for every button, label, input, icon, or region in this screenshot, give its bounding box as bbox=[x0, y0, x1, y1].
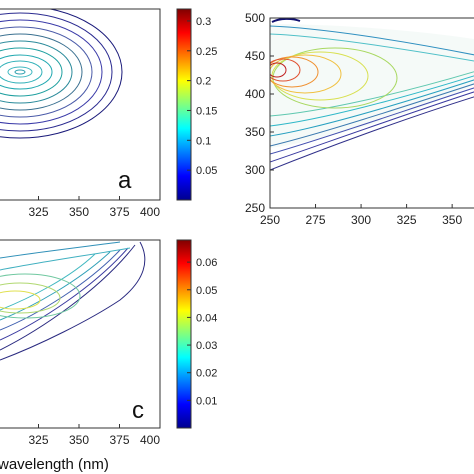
panel-b-x-tick-label: 350 bbox=[442, 213, 462, 227]
colorbar-bottom-tick-label: 0.05 bbox=[196, 285, 217, 297]
colorbar-top-gradient bbox=[176, 8, 192, 201]
panel-c-x-label: wavelength (nm) bbox=[0, 456, 109, 473]
colorbar-top-tick-label: 0.1 bbox=[196, 135, 211, 147]
colorbar-bottom-ticks: 0.06 0.05 0.04 0.03 0.02 0.01 bbox=[187, 257, 217, 407]
colorbar-bottom-tick-label: 0.01 bbox=[196, 395, 217, 407]
panel-b-contours bbox=[270, 18, 474, 171]
colorbar-bottom-tick-label: 0.04 bbox=[196, 312, 217, 324]
colorbar-bottom-tick-label: 0.06 bbox=[196, 257, 217, 269]
colorbar-bottom-gradient bbox=[176, 239, 192, 429]
panel-c-x-tick-label: 325 bbox=[28, 433, 48, 447]
panel-b-y-tick-label: 450 bbox=[245, 49, 265, 63]
panel-b-x-tick-label: 250 bbox=[260, 213, 280, 227]
colorbar-bottom-tick-label: 0.03 bbox=[196, 340, 217, 352]
panel-a-x-tick-label: 325 bbox=[28, 205, 48, 219]
panel-a-axes-box bbox=[0, 8, 161, 201]
panel-b-y-axis: 250 300 350 400 450 500 bbox=[245, 11, 274, 215]
panel-b-x-axis: 250 275 300 325 350 bbox=[260, 204, 462, 227]
colorbar-bottom-tick-label: 0.02 bbox=[196, 368, 217, 380]
panel-a-x-axis: 325 350 375 400 bbox=[28, 196, 161, 219]
colorbar-top-ticks: 0.3 0.25 0.2 0.15 0.1 0.05 bbox=[187, 16, 217, 177]
panel-b-y-tick-label: 500 bbox=[245, 11, 265, 25]
colorbar-top-tick-label: 0.3 bbox=[196, 16, 211, 28]
panel-b: 250 300 350 400 450 500 250 275 300 325 350 bbox=[245, 11, 474, 227]
panel-a-x-tick-label: 400 bbox=[140, 205, 160, 219]
panel-b-y-tick-label: 400 bbox=[245, 87, 265, 101]
panel-a-contours bbox=[0, 9, 123, 139]
panel-c-label: c bbox=[132, 397, 144, 424]
panel-c-x-axis: 325 350 375 400 bbox=[28, 424, 161, 447]
colorbar-top: 0.3 0.25 0.2 0.15 0.1 0.05 bbox=[176, 8, 217, 201]
colorbar-top-tick-label: 0.2 bbox=[196, 76, 211, 88]
panel-b-axes-box bbox=[269, 17, 474, 209]
colorbar-top-tick-label: 0.05 bbox=[196, 165, 217, 177]
panel-c-x-tick-label: 350 bbox=[69, 433, 89, 447]
panel-b-x-tick-label: 275 bbox=[306, 213, 326, 227]
panel-b-y-tick-label: 250 bbox=[245, 201, 265, 215]
panel-c-x-tick-label: 375 bbox=[109, 433, 129, 447]
panel-a-label: a bbox=[118, 167, 132, 194]
panel-a: 325 350 375 400 a bbox=[0, 8, 161, 219]
colorbar-bottom: 0.06 0.05 0.04 0.03 0.02 0.01 bbox=[176, 239, 217, 429]
panel-b-y-tick-label: 350 bbox=[245, 125, 265, 139]
colorbar-top-tick-label: 0.15 bbox=[196, 105, 217, 117]
panel-c-contours bbox=[0, 241, 146, 361]
panel-b-y-tick-label: 300 bbox=[245, 163, 265, 177]
panel-a-x-tick-label: 350 bbox=[69, 205, 89, 219]
panel-b-x-tick-label: 325 bbox=[397, 213, 417, 227]
panel-c-x-tick-label: 400 bbox=[140, 433, 160, 447]
colorbar-top-tick-label: 0.25 bbox=[196, 46, 217, 58]
panel-a-x-tick-label: 375 bbox=[109, 205, 129, 219]
panel-b-x-tick-label: 300 bbox=[351, 213, 371, 227]
panel-c: 325 350 375 400 c wavelength (nm) bbox=[0, 239, 161, 473]
